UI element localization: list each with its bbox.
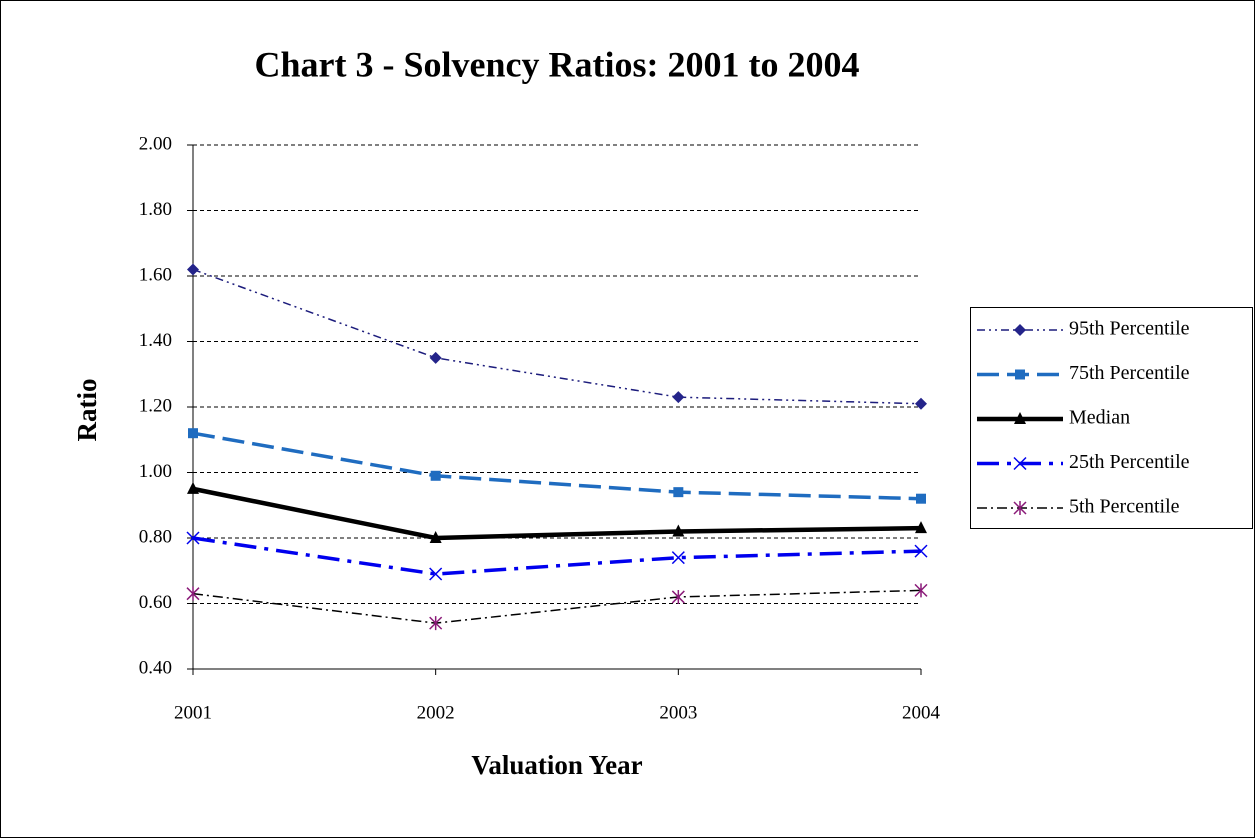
y-tick-label: 1.00	[139, 461, 172, 482]
series-line	[192, 589, 922, 624]
y-tick-label: 1.40	[139, 330, 172, 351]
data-point	[914, 544, 928, 558]
data-point	[916, 493, 926, 504]
legend-label: 25th Percentile	[1069, 451, 1190, 473]
data-point	[429, 616, 443, 631]
x-tick-label: 2001	[174, 702, 212, 723]
legend-label: 95th Percentile	[1069, 318, 1190, 340]
chart-title: Chart 3 - Solvency Ratios: 2001 to 2004	[255, 44, 860, 84]
data-point	[186, 531, 200, 545]
x-tick-label: 2004	[902, 702, 941, 723]
data-point	[188, 428, 198, 439]
series-line	[192, 536, 922, 576]
x-tick-label: 2003	[659, 702, 697, 723]
data-point	[429, 567, 443, 581]
legend-marker	[1015, 369, 1025, 380]
y-tick-label: 1.20	[139, 395, 172, 416]
data-point	[672, 524, 685, 537]
data-point	[915, 397, 927, 410]
data-point	[671, 551, 685, 565]
data-point	[915, 521, 927, 534]
x-axis-label: Valuation Year	[471, 750, 642, 780]
data-point	[187, 481, 199, 494]
data-point	[430, 470, 441, 481]
legend-label: Median	[1069, 407, 1130, 429]
legend-marker	[1014, 412, 1026, 424]
legend-label: 5th Percentile	[1069, 496, 1180, 518]
data-point	[914, 583, 928, 598]
y-axis-label: Ratio	[72, 379, 102, 442]
data-point	[673, 487, 684, 498]
legend-label: 75th Percentile	[1069, 362, 1190, 384]
data-point	[671, 589, 685, 604]
data-point	[429, 351, 442, 364]
legend-marker	[1013, 501, 1027, 515]
data-point	[429, 531, 442, 543]
data-point	[672, 391, 685, 404]
data-point	[186, 586, 200, 601]
data-point	[187, 263, 199, 276]
y-tick-label: 0.80	[139, 526, 172, 547]
legend-marker	[1013, 456, 1027, 471]
y-tick-label: 2.00	[139, 133, 172, 154]
series-line	[192, 268, 922, 405]
y-tick-label: 1.60	[139, 264, 172, 285]
legend-marker	[1014, 324, 1026, 336]
x-tick-label: 2002	[417, 702, 455, 723]
series-line	[192, 431, 922, 501]
y-tick-label: 0.40	[139, 657, 172, 678]
y-tick-label: 1.80	[139, 199, 172, 220]
y-tick-label: 0.60	[139, 592, 172, 613]
series-line	[192, 486, 922, 541]
